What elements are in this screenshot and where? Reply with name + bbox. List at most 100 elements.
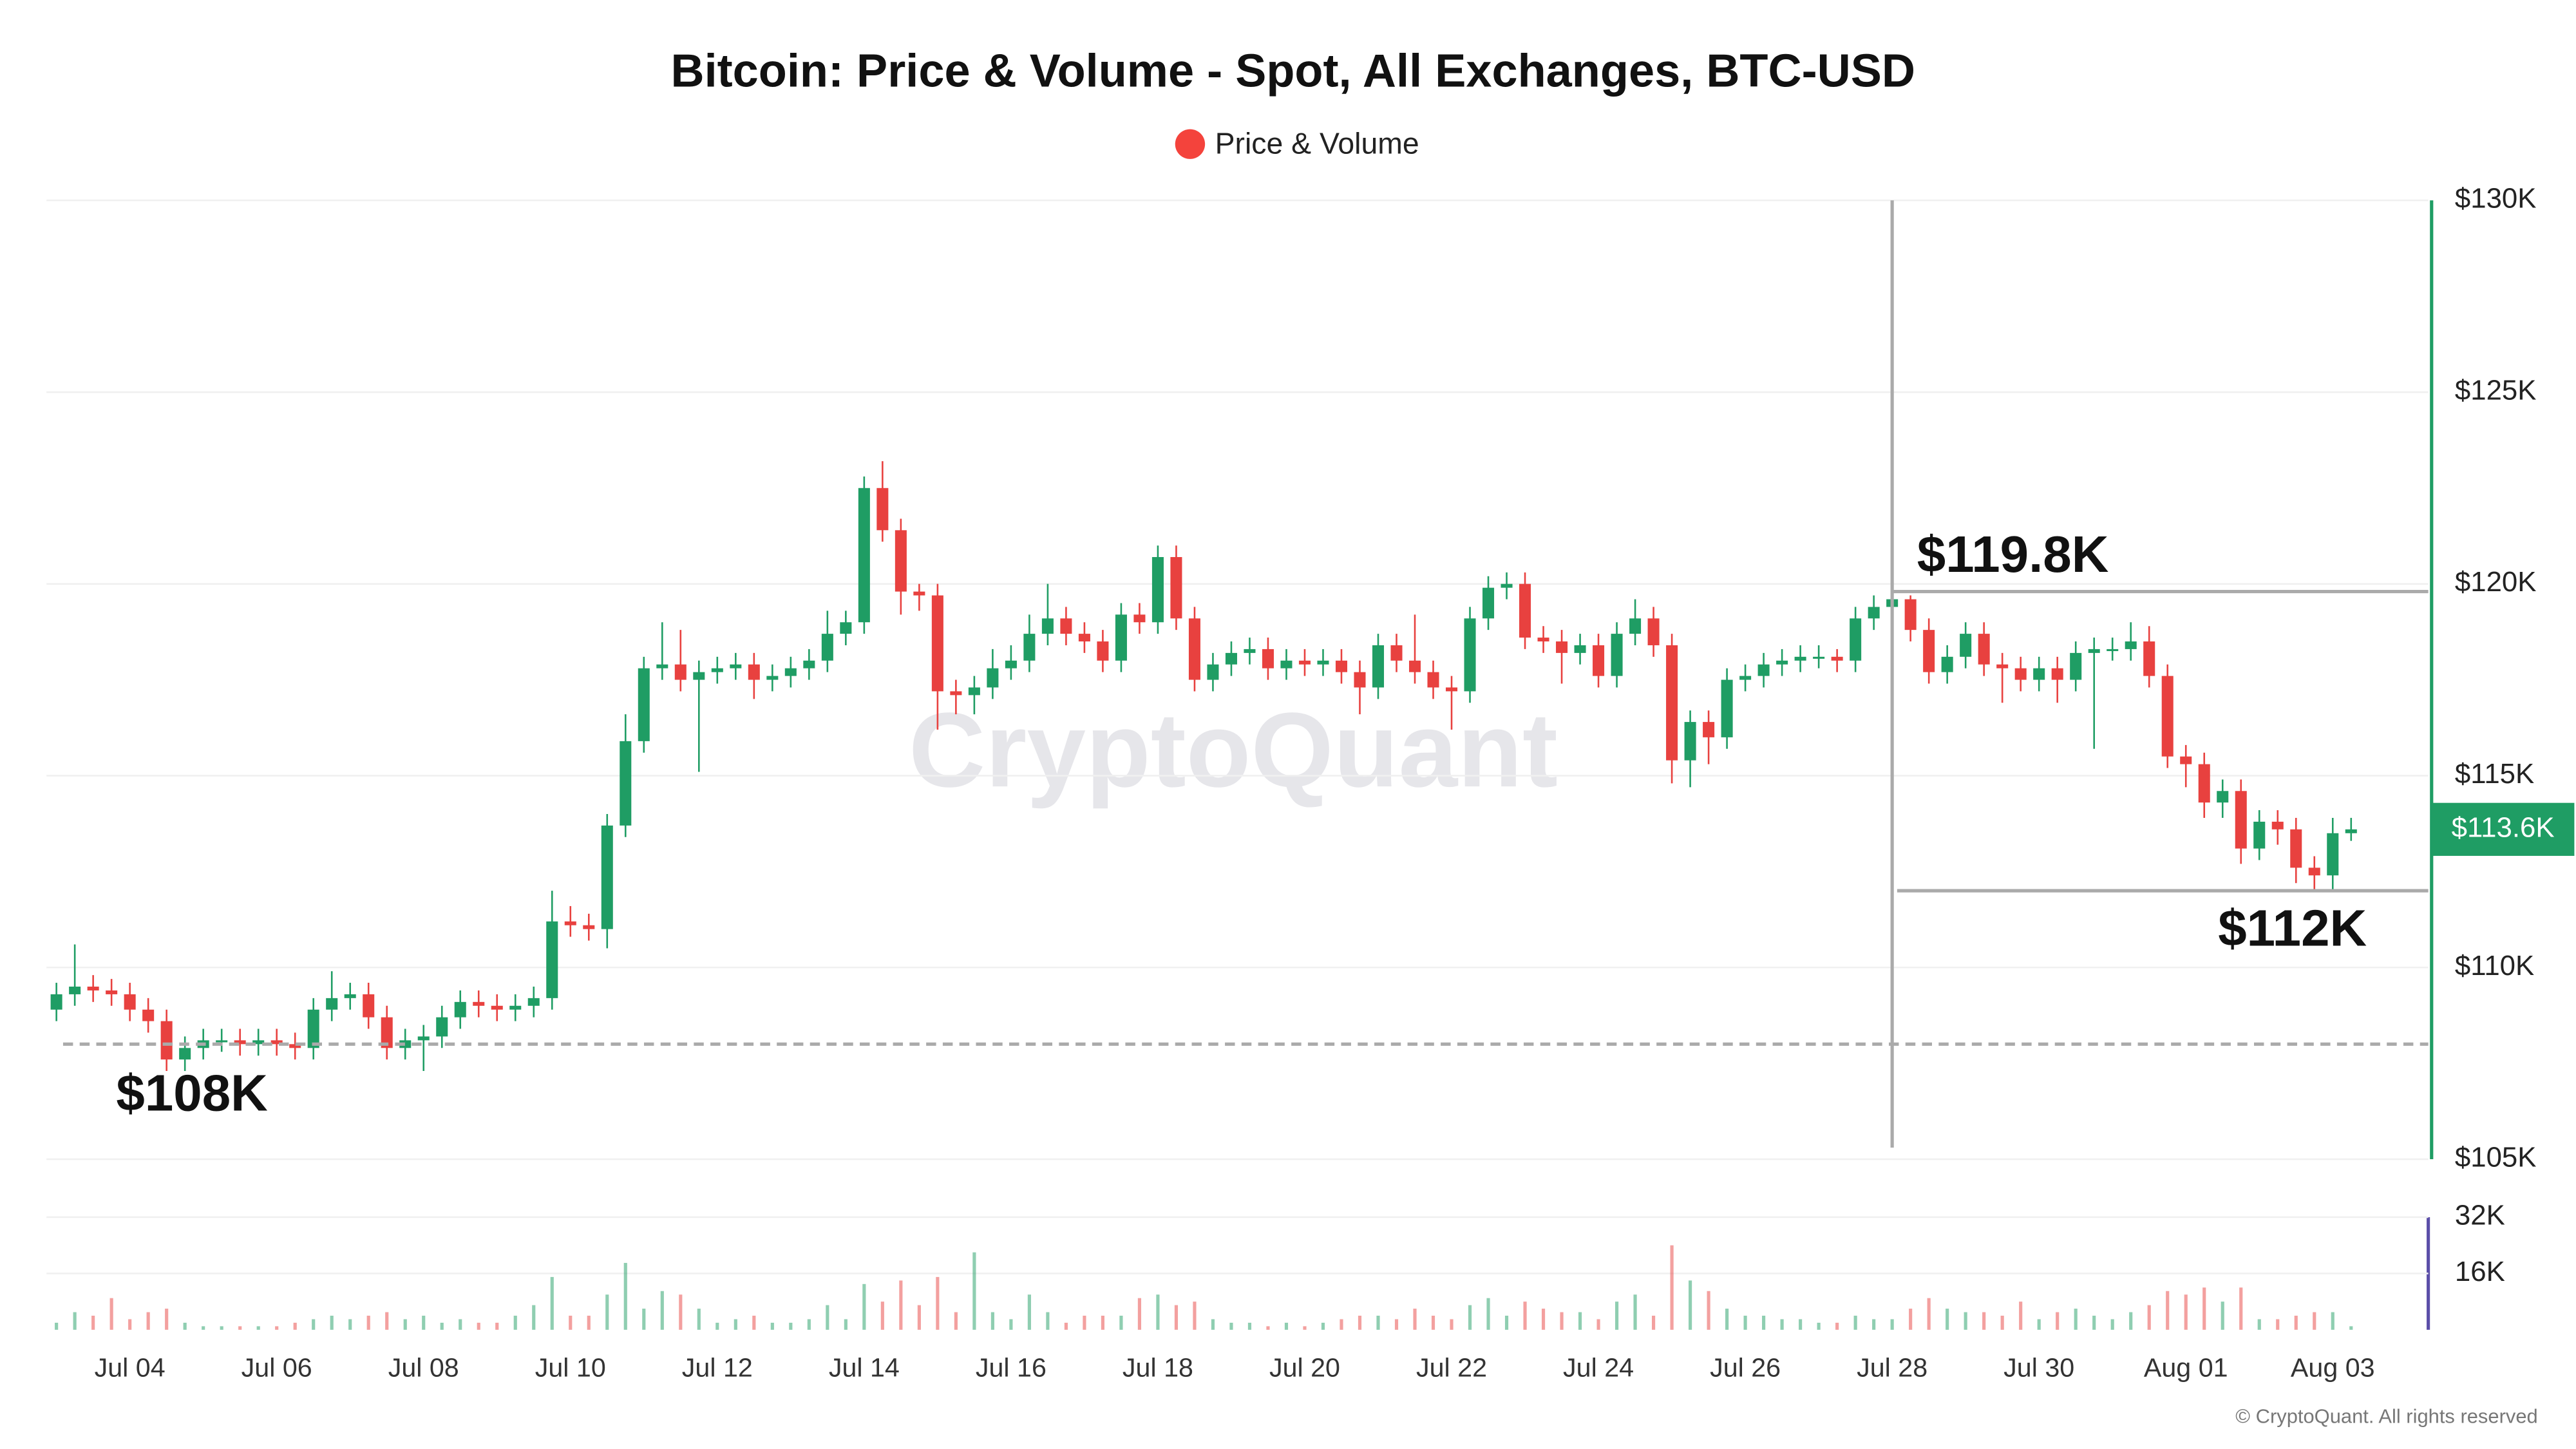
volume-bar [2184,1294,2188,1330]
volume-bar [2239,1287,2243,1330]
volume-bar [2331,1312,2334,1330]
volume-bar [2000,1316,2004,1330]
volume-bar [348,1319,352,1330]
volume-bar [1946,1309,1949,1330]
x-tick-label: Jul 22 [1416,1352,1487,1382]
volume-bar [954,1312,958,1330]
candle-body [1556,641,1568,653]
candle-body [2290,829,2302,868]
candle-body [1464,618,1476,692]
candle-body [1831,656,1843,661]
volume-bar [293,1322,297,1330]
candle-body [1776,660,1788,665]
volume-bar [770,1322,774,1330]
volume-bar [330,1316,334,1330]
volume-bar [1982,1312,1986,1330]
candle-body [674,664,687,680]
candle-body [766,676,779,680]
candle-body [2088,649,2100,653]
volume-bar [128,1319,132,1330]
candle-body [124,994,136,1010]
candle-body [1390,645,1403,661]
volume-bar [256,1326,260,1330]
volume-bar [844,1319,848,1330]
candle-body [417,1036,430,1041]
volume-bar [1633,1294,1637,1330]
candle-body [87,987,99,990]
x-tick-label: Aug 01 [2144,1352,2228,1382]
volume-bar [990,1312,994,1330]
candle-body [436,1017,448,1037]
candle-body [1372,645,1385,688]
copyright: © CryptoQuant. All rights reserved [2235,1405,2537,1427]
volume-bar [2074,1309,2078,1330]
volume-bar [495,1322,499,1330]
volume-bar [1321,1322,1325,1330]
x-tick-label: Jul 08 [388,1352,459,1382]
volume-bar [752,1316,756,1330]
candle-body [1703,722,1715,737]
last-price-box [2431,802,2575,856]
volume-bar [73,1312,77,1330]
candle-body [1574,645,1586,653]
volume-bar [422,1316,426,1330]
candle-body [1978,634,1990,665]
candle-body [509,1005,522,1010]
candle-body [1593,645,1605,676]
volume-bar [807,1319,811,1330]
volume-bar [2110,1319,2114,1330]
volume-bar [1799,1319,1803,1330]
volume-bar [936,1276,940,1330]
volume-bar [1853,1316,1857,1330]
last-price-label: $113.6K [2452,811,2555,843]
volume-bar [569,1316,573,1330]
volume-bar [109,1298,113,1330]
legend-marker [1175,129,1206,159]
candle-body [1629,618,1642,634]
volume-bar [1284,1322,1289,1330]
candle-body [1244,649,1256,653]
candle-body [234,1040,246,1045]
volume-bar [1450,1319,1454,1330]
candle-body [931,595,943,692]
volume-bar [1431,1316,1435,1330]
volume-bar [1927,1298,1931,1330]
volume-bar [1578,1312,1582,1330]
candle-body [564,921,576,925]
candle-body [1850,618,1862,661]
watermark: CryptoQuant [909,690,1558,809]
candle-body [1923,630,1935,672]
volume-bar [275,1326,279,1330]
candle-body [858,488,870,623]
candle-body [2161,676,2174,757]
candle-body [1280,660,1293,668]
x-tick-label: Jul 14 [829,1352,900,1382]
candle-body [1115,614,1127,661]
volume-bar [2129,1312,2133,1330]
candle-body [1960,634,1972,657]
candle-body [1666,645,1678,761]
candle-body [1611,634,1623,676]
candle-body [1298,660,1311,665]
candle-body [142,1009,155,1021]
candle-body [693,672,705,680]
candle-body [1996,664,2009,668]
volume-bar [697,1309,701,1330]
volume-bar [1413,1309,1417,1330]
candle-body [1868,607,1880,619]
legend-label: Price & Volume [1215,127,1419,160]
candle-body [473,1001,485,1006]
candle-body [1721,679,1733,737]
volume-bar [1743,1316,1747,1330]
candle-body [1262,649,1274,668]
volume-bar [715,1322,719,1330]
volume-bar [2019,1302,2023,1330]
candle-body [821,634,833,661]
x-tick-label: Jul 04 [95,1352,166,1382]
volume-bar [550,1276,554,1330]
volume-bar [2313,1312,2316,1330]
y2-tick-label: 16K [2455,1256,2505,1287]
candle-body [1501,583,1513,588]
volume-bar [1909,1309,1913,1330]
